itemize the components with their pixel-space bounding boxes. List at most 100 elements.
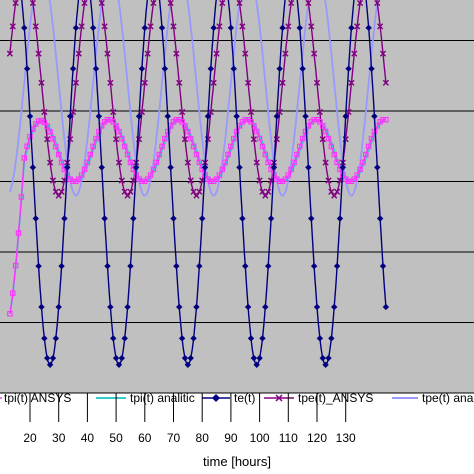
point-0-67 — [162, 135, 168, 142]
point-2-98 — [250, 354, 258, 362]
point-3-135 — [356, 0, 364, 7]
point-0-127 — [334, 159, 340, 166]
point-3-95 — [242, 50, 249, 57]
point-2-28 — [49, 354, 57, 362]
point-0-124 — [325, 135, 332, 142]
legend-item-te: te(t) — [202, 391, 255, 405]
point-0-133 — [351, 176, 358, 182]
point-2-124 — [325, 354, 332, 362]
point-2-130 — [342, 113, 349, 120]
point-2-122 — [319, 354, 326, 362]
point-0-51 — [116, 128, 122, 135]
point-3-134 — [354, 23, 361, 30]
point-3-117 — [305, 0, 312, 7]
point-0-17 — [18, 194, 25, 200]
point-2-48 — [107, 303, 114, 311]
point-2-108 — [279, 24, 286, 32]
point-2-42 — [89, 24, 97, 32]
point-3-52 — [118, 177, 125, 184]
point-2-23 — [35, 262, 42, 270]
point-3-49 — [110, 108, 117, 116]
point-0-61 — [144, 176, 151, 182]
point-2-57 — [132, 164, 140, 171]
point-3-74 — [181, 136, 189, 143]
point-3-71 — [173, 50, 180, 57]
point-0-97 — [248, 119, 254, 125]
point-2-52 — [118, 354, 126, 362]
point-3-27 — [46, 159, 54, 166]
legend-label-te: te(t) — [234, 391, 255, 405]
point-3-28 — [49, 177, 57, 184]
point-0-52 — [119, 135, 125, 142]
point-3-15 — [12, 0, 19, 7]
point-2-125 — [328, 335, 335, 342]
point-2-80 — [199, 215, 206, 222]
point-2-104 — [267, 215, 275, 222]
point-0-101 — [259, 143, 266, 150]
point-3-46 — [101, 23, 108, 30]
point-3-76 — [187, 177, 194, 184]
point-2-82 — [204, 113, 212, 120]
point-0-103 — [265, 159, 271, 166]
point-3-48 — [107, 79, 114, 86]
point-2-33 — [64, 164, 71, 171]
legend-item-tpi-analitic: tpi(t) analitic — [96, 391, 195, 405]
point-2-114 — [296, 24, 303, 32]
point-3-22 — [32, 23, 39, 30]
point-2-139 — [368, 65, 375, 72]
point-0-85 — [213, 176, 220, 182]
point-3-61 — [144, 50, 151, 57]
point-2-76 — [187, 354, 194, 362]
point-0-59 — [139, 178, 145, 184]
point-2-34 — [66, 113, 74, 120]
x-tick-label-130: 130 — [336, 431, 356, 445]
point-2-69 — [167, 164, 174, 171]
point-0-111 — [288, 166, 294, 173]
point-3-24 — [38, 79, 45, 86]
point-0-109 — [282, 176, 289, 182]
point-3-38 — [78, 23, 85, 30]
point-0-102 — [262, 151, 269, 158]
point-3-111 — [288, 0, 295, 7]
x-axis-ticks: 20 30 40 50 60 70 80 90 100 110 120 130 — [23, 393, 356, 445]
point-2-74 — [181, 354, 189, 362]
point-0-50 — [113, 123, 119, 129]
point-2-99 — [253, 361, 260, 368]
point-3-79 — [196, 188, 203, 195]
point-3-107 — [276, 108, 283, 116]
point-0-37 — [76, 176, 82, 182]
point-0-63 — [150, 166, 157, 173]
point-3-108 — [279, 79, 286, 86]
point-0-71 — [173, 116, 180, 123]
legend-label-tpe-ansys: tpe(t)_ANSYS — [298, 391, 373, 405]
point-3-123 — [322, 159, 329, 166]
point-2-67 — [161, 65, 169, 72]
x-tick-label-90: 90 — [224, 431, 238, 445]
point-3-144 — [382, 79, 389, 86]
point-0-95 — [242, 116, 249, 123]
point-2-19 — [23, 65, 31, 72]
point-2-24 — [38, 303, 45, 311]
point-2-121 — [316, 335, 324, 342]
point-3-142 — [377, 23, 384, 30]
point-0-88 — [222, 159, 228, 166]
legend-label-tpe-analitic: tpe(t) analitic — [422, 391, 474, 405]
point-0-15 — [12, 262, 19, 269]
point-3-97 — [247, 108, 255, 116]
point-2-78 — [193, 303, 200, 311]
point-3-98 — [250, 136, 257, 143]
point-3-127 — [333, 188, 341, 195]
point-3-70 — [170, 23, 177, 30]
point-2-129 — [339, 164, 347, 171]
point-0-115 — [299, 135, 306, 142]
point-0-110 — [285, 172, 292, 178]
point-3-96 — [245, 79, 252, 86]
point-2-53 — [121, 335, 128, 342]
point-3-84 — [210, 79, 217, 86]
point-2-51 — [115, 361, 123, 368]
point-2-44 — [95, 113, 103, 120]
point-2-93 — [236, 164, 243, 171]
legend-label-tpi-ansys: tpi(t) ANSYS — [4, 391, 71, 405]
point-0-29 — [53, 143, 59, 150]
point-2-119 — [310, 262, 318, 270]
